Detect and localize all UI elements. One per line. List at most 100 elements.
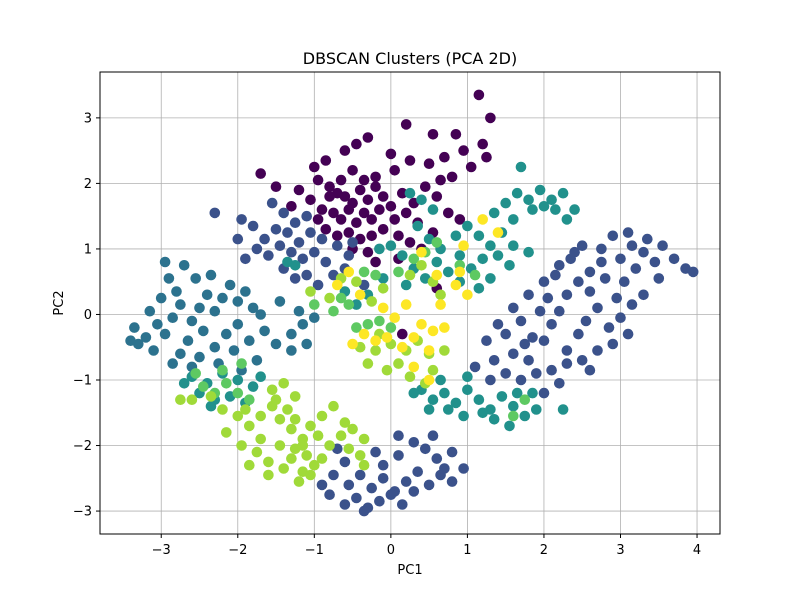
scatter-point: [534, 184, 546, 196]
scatter-point: [335, 430, 347, 442]
scatter-point: [477, 407, 489, 419]
scatter-point: [374, 495, 385, 507]
scatter-point: [278, 463, 290, 474]
scatter-point: [251, 243, 263, 255]
scatter-point: [270, 224, 282, 235]
scatter-point: [569, 246, 580, 258]
scatter-point: [312, 214, 324, 225]
scatter-point: [488, 207, 500, 219]
scatter-point: [194, 351, 205, 363]
scatter-point: [626, 240, 638, 251]
scatter-point: [389, 214, 401, 225]
scatter-point: [427, 394, 439, 406]
scatter-point: [343, 479, 355, 491]
scatter-point: [351, 492, 362, 504]
scatter-point: [312, 174, 324, 186]
scatter-point: [144, 305, 156, 317]
scatter-point: [397, 328, 408, 340]
scatter-point: [244, 420, 255, 432]
scatter-point: [354, 469, 366, 481]
scatter-point: [251, 446, 263, 458]
scatter-point: [175, 394, 186, 406]
scatter-point: [343, 443, 355, 455]
scatter-point: [324, 440, 335, 451]
scatter-point: [488, 414, 500, 425]
scatter-point: [511, 387, 523, 399]
scatter-point: [324, 489, 335, 501]
scatter-point: [400, 299, 412, 310]
scatter-point: [259, 233, 270, 245]
scatter-point: [385, 240, 397, 251]
scatter-point: [370, 446, 381, 458]
scatter-point: [309, 161, 320, 173]
scatter-point: [232, 233, 244, 245]
scatter-point: [481, 151, 492, 163]
scatter-point: [561, 358, 573, 369]
scatter-point: [496, 391, 508, 402]
scatter-point: [301, 210, 313, 222]
scatter-point: [316, 204, 328, 215]
scatter-point: [569, 204, 580, 215]
points-layer: [125, 89, 699, 517]
scatter-point: [351, 322, 362, 333]
y-tick-label: 1: [84, 242, 92, 257]
scatter-point: [626, 299, 638, 310]
scatter-point: [599, 273, 611, 284]
scatter-point: [167, 358, 178, 369]
scatter-point: [217, 364, 228, 376]
scatter-point: [282, 227, 293, 238]
scatter-point: [687, 266, 699, 278]
scatter-point: [244, 335, 255, 347]
scatter-point: [259, 325, 270, 337]
scatter-point: [343, 250, 355, 261]
scatter-point: [255, 371, 266, 383]
scatter-point: [274, 296, 286, 307]
scatter-point: [274, 414, 286, 425]
scatter-point: [630, 263, 642, 274]
scatter-point: [404, 269, 416, 281]
scatter-point: [358, 266, 370, 278]
scatter-point: [649, 256, 661, 268]
scatter-point: [178, 378, 190, 389]
scatter-point: [573, 328, 584, 340]
scatter-point: [305, 286, 316, 297]
scatter-point: [332, 240, 343, 251]
scatter-point: [450, 230, 462, 242]
scatter-point: [339, 191, 351, 202]
scatter-point: [286, 453, 297, 464]
scatter-point: [504, 260, 515, 271]
scatter-point: [366, 482, 378, 494]
scatter-point: [362, 132, 374, 143]
chart-title: DBSCAN Clusters (PCA 2D): [303, 49, 517, 68]
y-tick-label: 2: [84, 177, 92, 192]
scatter-point: [515, 161, 527, 173]
scatter-point: [408, 253, 420, 265]
scatter-point: [416, 260, 427, 271]
scatter-point: [473, 230, 485, 242]
scatter-point: [420, 181, 431, 192]
scatter-point: [309, 312, 320, 324]
scatter-point: [301, 338, 313, 350]
scatter-point: [374, 315, 385, 327]
scatter-point: [305, 227, 316, 238]
scatter-point: [668, 253, 680, 265]
scatter-point: [270, 181, 282, 192]
scatter-point: [163, 273, 175, 284]
scatter-point: [354, 289, 366, 301]
scatter-point: [178, 260, 190, 271]
scatter-point: [508, 240, 519, 251]
scatter-point: [377, 283, 389, 294]
scatter-point: [301, 269, 313, 281]
y-tick-label: −3: [73, 505, 92, 520]
scatter-point: [205, 269, 217, 281]
x-axis-label: PC1: [397, 563, 422, 578]
scatter-point: [221, 378, 232, 389]
scatter-point: [385, 148, 397, 160]
scatter-point: [454, 214, 466, 225]
scatter-point: [328, 469, 339, 481]
scatter-point: [198, 325, 209, 337]
scatter-point: [305, 194, 316, 206]
scatter-point: [400, 207, 412, 219]
scatter-point: [370, 269, 381, 281]
scatter-point: [458, 410, 469, 422]
